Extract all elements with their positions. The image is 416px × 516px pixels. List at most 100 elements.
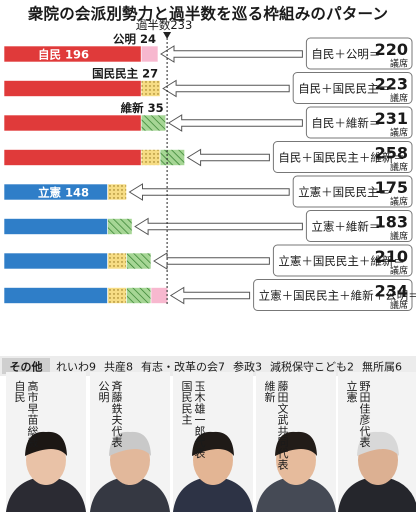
leader-suit-5: [338, 476, 416, 512]
leader-name-3: 郎: [195, 424, 206, 438]
leader-party-3: 民: [182, 402, 193, 415]
leader-name-4: 藤: [278, 380, 289, 393]
leader-name-5: 野: [360, 380, 371, 393]
leader-party-2: 公: [99, 380, 110, 393]
leader-party-4: 維: [265, 380, 276, 393]
leader-party-2: 明: [99, 391, 110, 404]
arrow-6: [134, 217, 303, 236]
arrow-3: [167, 114, 303, 132]
leader-suit-2: [90, 476, 170, 512]
others-item-3: 有志・改革の会7: [141, 360, 225, 374]
arrow-4: [186, 148, 270, 167]
segment-label-ldp: 自民 196: [38, 48, 89, 62]
bar-6-ishin: [107, 218, 133, 235]
others-heading: その他: [10, 360, 43, 374]
leader-name-4: 文: [278, 401, 289, 415]
formula-4: 自民＋国民民主＋維新＝: [278, 151, 405, 165]
leader-party-3: 国: [182, 380, 193, 393]
seats-unit-2: 議席: [390, 92, 408, 104]
seats-unit-5: 議席: [390, 196, 408, 208]
bar-7-cdp: [3, 252, 108, 270]
arrows-layer: [128, 45, 303, 305]
leader-suit-3: [173, 476, 253, 512]
leader-hair-3: [192, 431, 234, 456]
majority-layer: 過半数233: [136, 18, 192, 306]
result-box-8: [253, 279, 413, 311]
result-box-3: [305, 106, 413, 139]
bar-4-ishin: [159, 149, 185, 166]
leader-hair-4: [275, 431, 317, 456]
bars-layer: [3, 45, 185, 304]
bar-8-komeito: [150, 287, 169, 304]
total-7: 210: [375, 247, 408, 266]
formula-6: 立憲＋維新＝: [311, 220, 380, 234]
total-4: 258: [375, 144, 408, 163]
leader-name-3: 表: [195, 446, 206, 460]
arrow-7: [153, 252, 270, 270]
bar-7-ishin: [126, 252, 152, 270]
result-box-4: [272, 141, 413, 173]
formula-1: 自民＋公明＝: [311, 47, 380, 61]
total-5: 175: [375, 178, 408, 197]
bar-4-ldp: [3, 149, 142, 166]
leader-name-1: 裁: [28, 436, 39, 449]
leader-name-3: 木: [195, 391, 206, 404]
leader-name-1: 苗: [28, 414, 39, 427]
leader-photos: 自民高市早苗総裁公明斉藤鉄夫代表国民民主玉木雄一郎代表維新藤田文武共同代表立憲野…: [0, 372, 416, 512]
segment-label-komeito: 公明 24: [113, 32, 156, 46]
leader-name-4: 共: [278, 425, 289, 438]
arrow-1: [160, 45, 303, 63]
formula-7: 立憲＋国民民主＋維新＝: [278, 254, 405, 268]
total-6: 183: [375, 213, 408, 232]
segment-label-dpp: 国民民主 27: [92, 67, 158, 81]
leader-name-2: 夫: [112, 414, 123, 427]
result-box-5: [292, 175, 413, 208]
bar-4-dpp: [140, 149, 161, 166]
others-item-2: 共産8: [104, 361, 133, 374]
leader-party-3: 民: [182, 391, 193, 404]
leader-name-2: 代: [112, 425, 123, 438]
leader-party-4: 新: [265, 390, 276, 404]
leader-name-4: 代: [278, 447, 289, 460]
arrow-8: [169, 286, 251, 305]
total-2: 223: [375, 75, 408, 94]
bar-1-komeito: [140, 45, 159, 63]
seats-unit-8: 議席: [390, 299, 408, 311]
leader-name-3: 玉: [195, 380, 206, 393]
formula-2: 自民＋国民民主＝: [298, 82, 390, 96]
leader-name-1: 市: [28, 390, 39, 404]
majority-label: 過半数233: [136, 18, 192, 32]
formula-5: 立憲＋国民民主＝: [298, 185, 390, 199]
seats-unit-6: 議席: [390, 230, 408, 242]
chart-title: 衆院の会派別勢力と過半数を巡る枠組みのパターン: [27, 5, 389, 23]
bar-2-dpp: [140, 80, 161, 97]
leader-party-1: 民: [15, 391, 26, 404]
others-layer: その他 れいわ9 共産8 有志・改革の会7 参政3 減税保守こども2 無所属6: [0, 356, 416, 376]
leader-name-3: 雄: [195, 401, 206, 415]
leader-name-4: 表: [278, 457, 289, 471]
leader-name-5: 佳: [360, 401, 371, 415]
leader-name-5: 田: [360, 391, 371, 404]
leader-name-2: 鉄: [112, 401, 123, 415]
leader-party-3: 主: [182, 414, 193, 427]
leader-suit-1: [6, 476, 86, 512]
seats-unit-1: 議席: [390, 58, 408, 70]
bar-8-ishin: [126, 287, 152, 304]
arrow-5: [128, 183, 290, 201]
result-box-2: [292, 72, 413, 104]
others-heading-box: [2, 358, 50, 374]
leader-name-4: 武: [278, 414, 289, 427]
leader-name-1: 総: [28, 424, 39, 438]
arrow-2: [162, 79, 290, 98]
bar-3-ishin: [140, 114, 166, 132]
leader-name-2: 斉: [112, 379, 123, 393]
leader-name-5: 代: [360, 425, 371, 438]
segment-label-cdp: 立憲 148: [38, 186, 89, 200]
leader-suit-4: [256, 476, 336, 512]
bar-2-ldp: [3, 80, 142, 97]
bar-8-dpp: [107, 287, 127, 304]
leader-party-5: 憲: [347, 390, 358, 404]
